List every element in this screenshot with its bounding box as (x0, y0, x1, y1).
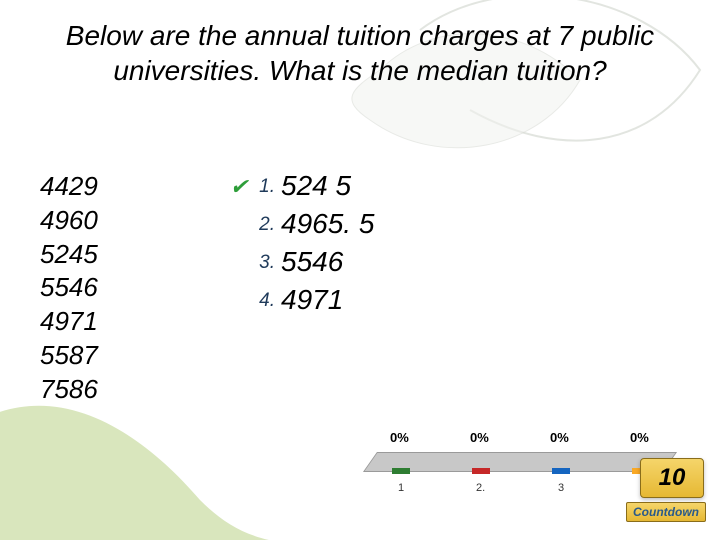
answer-option[interactable]: 3. 5546 (225, 246, 374, 278)
data-value: 5245 (40, 238, 98, 272)
answer-number: 2. (253, 208, 281, 236)
blank-icon (225, 246, 253, 250)
chart-bar (552, 468, 570, 474)
data-value: 5587 (40, 339, 98, 373)
data-value: 7586 (40, 373, 98, 407)
answer-list: ✔ 1. 524 5 2. 4965. 5 3. 5546 4. 4971 (225, 170, 374, 322)
answer-text: 4971 (281, 284, 343, 316)
blank-icon (225, 208, 253, 212)
chart-bar (392, 468, 410, 474)
answer-number: 1. (253, 170, 281, 198)
answer-number: 3. (253, 246, 281, 274)
data-value: 5546 (40, 271, 98, 305)
answer-option[interactable]: 4. 4971 (225, 284, 374, 316)
countdown-label: Countdown (626, 502, 706, 522)
question-text: Below are the annual tuition charges at … (40, 18, 680, 88)
chart-pct: 0% (470, 430, 489, 445)
answer-option[interactable]: ✔ 1. 524 5 (225, 170, 374, 202)
data-value: 4971 (40, 305, 98, 339)
answer-option[interactable]: 2. 4965. 5 (225, 208, 374, 240)
chart-pct: 0% (550, 430, 569, 445)
chart-x-label: 2. (476, 482, 485, 494)
blank-icon (225, 284, 253, 288)
chart-bar (472, 468, 490, 474)
slide: Below are the annual tuition charges at … (0, 0, 720, 540)
chart-surface (363, 452, 677, 472)
chart-pct: 0% (390, 430, 409, 445)
swoosh-bottom (0, 406, 320, 540)
checkmark-icon: ✔ (225, 170, 253, 200)
answer-text: 4965. 5 (281, 208, 374, 240)
data-value: 4429 (40, 170, 98, 204)
chart-pct: 0% (630, 430, 649, 445)
answer-number: 4. (253, 284, 281, 312)
answer-text: 524 5 (281, 170, 351, 202)
chart-x-label: 3 (558, 482, 564, 494)
answer-text: 5546 (281, 246, 343, 278)
chart-x-label: 1 (398, 482, 404, 494)
countdown-value: 10 (640, 458, 704, 498)
data-value: 4960 (40, 204, 98, 238)
data-column: 4429 4960 5245 5546 4971 5587 7586 (40, 170, 98, 407)
